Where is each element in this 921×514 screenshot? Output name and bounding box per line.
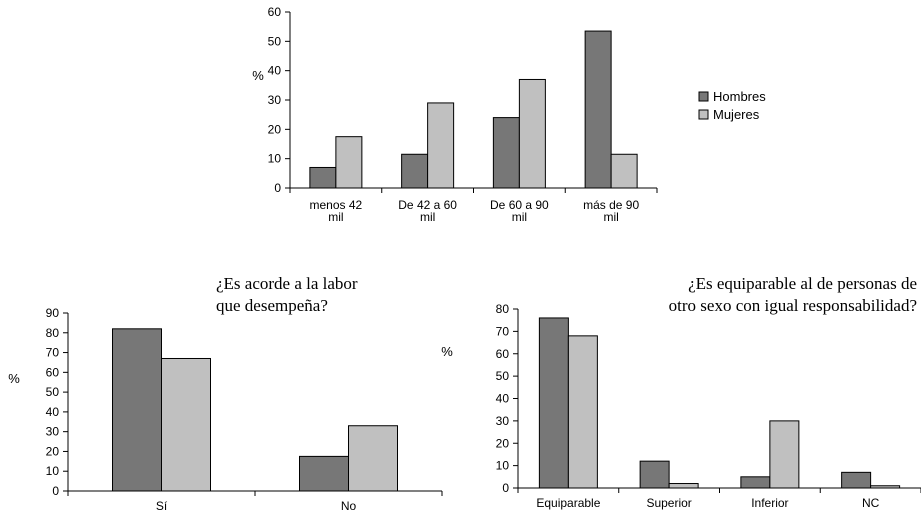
chart-1-y-tick-label: 10 (268, 152, 282, 166)
chart-3-bar-hombres (841, 471, 872, 489)
chart-3-title-line: ¿Es equiparable al de personas de (688, 274, 917, 293)
chart-1-y-tick-label: 50 (268, 34, 282, 48)
chart-3-y-tick-label: 40 (496, 392, 510, 406)
chart-3-y-tick-label: 60 (496, 347, 510, 361)
legend-swatch-mujeres (698, 109, 709, 120)
chart-3-bar-hombres (538, 317, 569, 489)
chart-1-category-label: De 42 a 60 (398, 198, 457, 212)
chart-2-category-label: No (341, 499, 357, 513)
chart-1-y-axis-label: % (252, 68, 264, 83)
chart-1-category-label: mil (603, 210, 618, 224)
chart-2-y-tick-label: 20 (46, 444, 60, 458)
chart-2: ¿Es acorde a la labor que desempeña?% 0 10 2… (8, 274, 443, 513)
chart-3: ¿Es equiparable al de personas de otro se… (441, 274, 921, 510)
chart-2-bar-hombres (112, 328, 162, 492)
chart-3-y-tick-label: 0 (502, 481, 509, 495)
chart-3-bar-mujeres (567, 335, 598, 489)
chart-1-y-tick-label: 30 (268, 93, 282, 107)
chart-1-category-label: más de 90 (583, 198, 639, 212)
chart-3-category-label: Superior (646, 496, 691, 510)
chart-2-y-tick-label: 40 (46, 405, 60, 419)
chart-1-category-label: mil (328, 210, 343, 224)
chart-1-category-label: mil (420, 210, 435, 224)
chart-1-bar-mujeres (518, 78, 546, 189)
chart-3-y-tick-label: 70 (496, 324, 510, 338)
chart-2-y-tick-label: 50 (46, 385, 60, 399)
chart-3-y-tick-label: 30 (496, 414, 510, 428)
chart-2-y-tick-label: 30 (46, 425, 60, 439)
chart-3-category-label: Equiparable (536, 496, 600, 510)
chart-3-bar-mujeres (870, 485, 901, 489)
legend-label-hombres: Hombres (713, 89, 766, 104)
chart-1-bar-hombres (584, 30, 612, 189)
legend: Hombres Mujeres (698, 89, 766, 122)
chart-1-category-label: De 60 a 90 (490, 198, 549, 212)
chart-1-bar-hombres (309, 166, 337, 189)
chart-2-y-tick-label: 0 (52, 484, 59, 498)
chart-1-bar-mujeres (335, 136, 363, 189)
chart-3-y-tick-label: 50 (496, 369, 510, 383)
chart-1-bar-mujeres (427, 102, 455, 189)
chart-2-category-label: Sí (156, 499, 168, 513)
chart-1-bar-mujeres (610, 153, 638, 189)
legend-swatch-hombres (698, 91, 709, 102)
chart-3-y-tick-label: 10 (496, 459, 510, 473)
chart-3-category-label: Inferior (751, 496, 788, 510)
chart-1-y-tick-label: 20 (268, 122, 282, 136)
chart-2-y-axis-label: % (8, 371, 20, 386)
chart-2-y-tick-label: 80 (46, 326, 60, 340)
chart-2-y-tick-label: 10 (46, 464, 60, 478)
chart-1-category-label: mil (512, 210, 527, 224)
chart-3-category-label: NC (862, 496, 880, 510)
chart-1-y-tick-label: 0 (274, 181, 281, 195)
chart-3-bar-mujeres (769, 420, 800, 489)
chart-3-bar-hombres (740, 476, 771, 489)
chart-1-bar-hombres (401, 153, 429, 189)
chart-3-title-line: otro sexo con igual responsabilidad? (669, 296, 917, 315)
chart-3-bar-mujeres (668, 483, 699, 489)
chart-2-y-tick-label: 90 (46, 306, 60, 320)
chart-3-y-tick-label: 80 (496, 302, 510, 316)
chart-1-y-tick-label: 60 (268, 5, 282, 19)
chart-1-category-label: menos 42 (310, 198, 363, 212)
chart-2-y-tick-label: 70 (46, 346, 60, 360)
chart-2-title-line: ¿Es acorde a la labor (216, 274, 358, 293)
chart-2-bar-hombres (299, 455, 349, 492)
chart-1-y-tick-label: 40 (268, 64, 282, 78)
chart-2-bar-mujeres (161, 357, 211, 492)
chart-3-y-axis-label: % (441, 344, 453, 359)
chart-1-bar-hombres (492, 117, 520, 189)
chart-3-bar-hombres (639, 460, 670, 489)
chart-2-y-tick-label: 60 (46, 365, 60, 379)
chart-3-y-tick-label: 20 (496, 436, 510, 450)
legend-label-mujeres: Mujeres (713, 107, 760, 122)
chart-2-bar-mujeres (348, 425, 398, 492)
chart-2-title-line: que desempeña? (216, 296, 328, 315)
